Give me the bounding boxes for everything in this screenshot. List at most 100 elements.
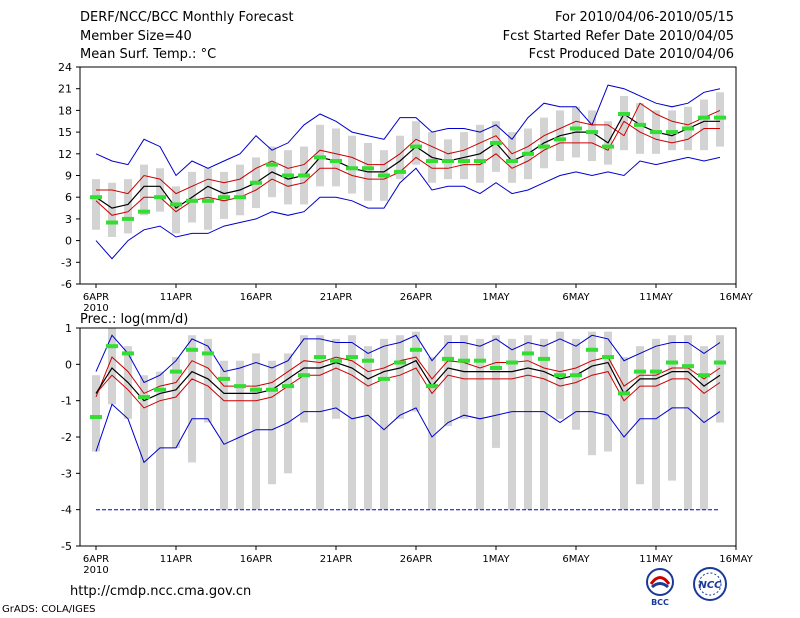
temp-median-marker [522, 151, 534, 156]
prec-range-bar [108, 328, 116, 405]
temp-median-marker [186, 198, 198, 203]
prec-median-marker [490, 365, 502, 370]
temp-median-marker [506, 159, 518, 164]
temp-x-tick-label: 21APR [320, 292, 353, 303]
temp-y-tick-label: 3 [65, 213, 72, 226]
prec-y-tick-label: -5 [61, 540, 72, 553]
prec-range-bar [636, 346, 644, 485]
grads-credit: GrADS: COLA/IGES [2, 604, 96, 615]
forecast-period: For 2010/04/06-2010/05/15 [555, 10, 734, 25]
prec-x-tick-label: 21APR [320, 554, 353, 565]
temp-median-marker [250, 180, 262, 185]
prec-y-tick-label: 1 [65, 322, 72, 335]
prec-range-bar [332, 338, 340, 419]
temp-x-tick-label: 16APR [240, 292, 273, 303]
temp-range-bar [700, 99, 708, 151]
temp-median-marker [170, 202, 182, 207]
precip-variable-label: Prec.: log(mm/d) [80, 312, 188, 327]
temp-range-bar [156, 168, 164, 212]
temp-lower-line [95, 120, 720, 216]
member-size-label: Member Size=40 [80, 29, 192, 44]
prec-range-bar [572, 338, 580, 430]
prec-median-marker [554, 373, 566, 378]
prec-range-bar [300, 335, 308, 423]
prec-range-bar [540, 338, 548, 510]
prec-y-tick-label: -3 [61, 467, 72, 480]
prec-median-marker [474, 358, 486, 363]
temp-median-marker [106, 220, 118, 225]
bcc-logo-text: BCC [651, 598, 669, 606]
prec-median-marker [298, 373, 310, 378]
prec-median-marker [378, 376, 390, 381]
prec-range-bar [140, 375, 148, 510]
temp-median-marker [362, 166, 374, 171]
ncc-logo-text: NCC [698, 580, 722, 591]
temp-median-marker [122, 216, 134, 221]
prec-range-bar [684, 335, 692, 510]
temp-median-marker [474, 159, 486, 164]
prec-range-bar [716, 335, 724, 423]
prec-range-bar [524, 335, 532, 510]
temp-median-marker [394, 169, 406, 174]
temp-year-label: 2010 [83, 303, 108, 314]
temp-x-tick-label: 1MAY [482, 292, 510, 303]
prec-median-marker [410, 347, 422, 352]
temp-range-bar [588, 110, 596, 162]
prec-range-bar [428, 357, 436, 510]
prec-y-tick-label: -4 [61, 504, 72, 517]
temp-range-bar [508, 132, 516, 183]
temp-range-bar [172, 186, 180, 234]
prec-range-bar [188, 335, 196, 463]
prec-median-marker [266, 387, 278, 392]
temp-range-bar [396, 135, 404, 180]
temp-median-marker [442, 159, 454, 164]
prec-range-bar [620, 357, 628, 510]
prec-median-marker [442, 356, 454, 361]
prec-median-marker [250, 387, 262, 392]
prec-median-marker [170, 369, 182, 374]
temp-median-marker [234, 195, 246, 200]
temp-median-marker [266, 162, 278, 167]
prec-median-marker [346, 355, 358, 360]
temp-median-marker [218, 195, 230, 200]
prec-median-marker [314, 355, 326, 360]
temp-range-bar [140, 164, 148, 216]
prec-range-bar [396, 335, 404, 419]
temp-median-marker [410, 144, 422, 149]
prec-range-bar [156, 371, 164, 510]
temp-median-marker [538, 144, 550, 149]
temp-range-bar [348, 135, 356, 194]
prec-x-tick-label: 16MAY [719, 554, 753, 565]
temp-range-bar [124, 179, 132, 234]
temp-median-marker [714, 115, 726, 120]
ncc-logo: NCC [693, 567, 727, 601]
prec-median-marker [394, 360, 406, 365]
prec-median-marker [602, 355, 614, 360]
started-refer-date: Fcst Started Refer Date 2010/04/05 [502, 29, 734, 44]
temp-y-tick-label: -6 [61, 278, 72, 291]
website-url[interactable]: http://cmdp.ncc.cma.gov.cn [70, 584, 252, 599]
temp-median-marker [666, 130, 678, 135]
temp-median-marker [682, 126, 694, 131]
temp-median-marker [554, 137, 566, 142]
temp-median-marker [138, 209, 150, 214]
prec-median-marker [618, 391, 630, 396]
prec-median-marker [202, 351, 214, 356]
temp-range-bar [460, 132, 468, 180]
temp-y-tick-label: 12 [58, 148, 72, 161]
temp-median-marker [282, 173, 294, 178]
prec-x-tick-label: 11MAY [639, 554, 673, 565]
temp-median-marker [154, 195, 166, 200]
prec-year-label: 2010 [83, 565, 108, 576]
figure-title: DERF/NCC/BCC Monthly Forecast [80, 10, 294, 25]
temp-x-tick-label: 6APR [83, 292, 109, 303]
prec-max-line [95, 334, 721, 384]
prec-x-tick-label: 26APR [400, 554, 433, 565]
prec-median-marker [538, 356, 550, 361]
temp-median-marker [298, 173, 310, 178]
temp-median-marker [202, 198, 214, 203]
temp-x-tick-label: 11APR [160, 292, 193, 303]
temp-range-bar [412, 121, 420, 165]
